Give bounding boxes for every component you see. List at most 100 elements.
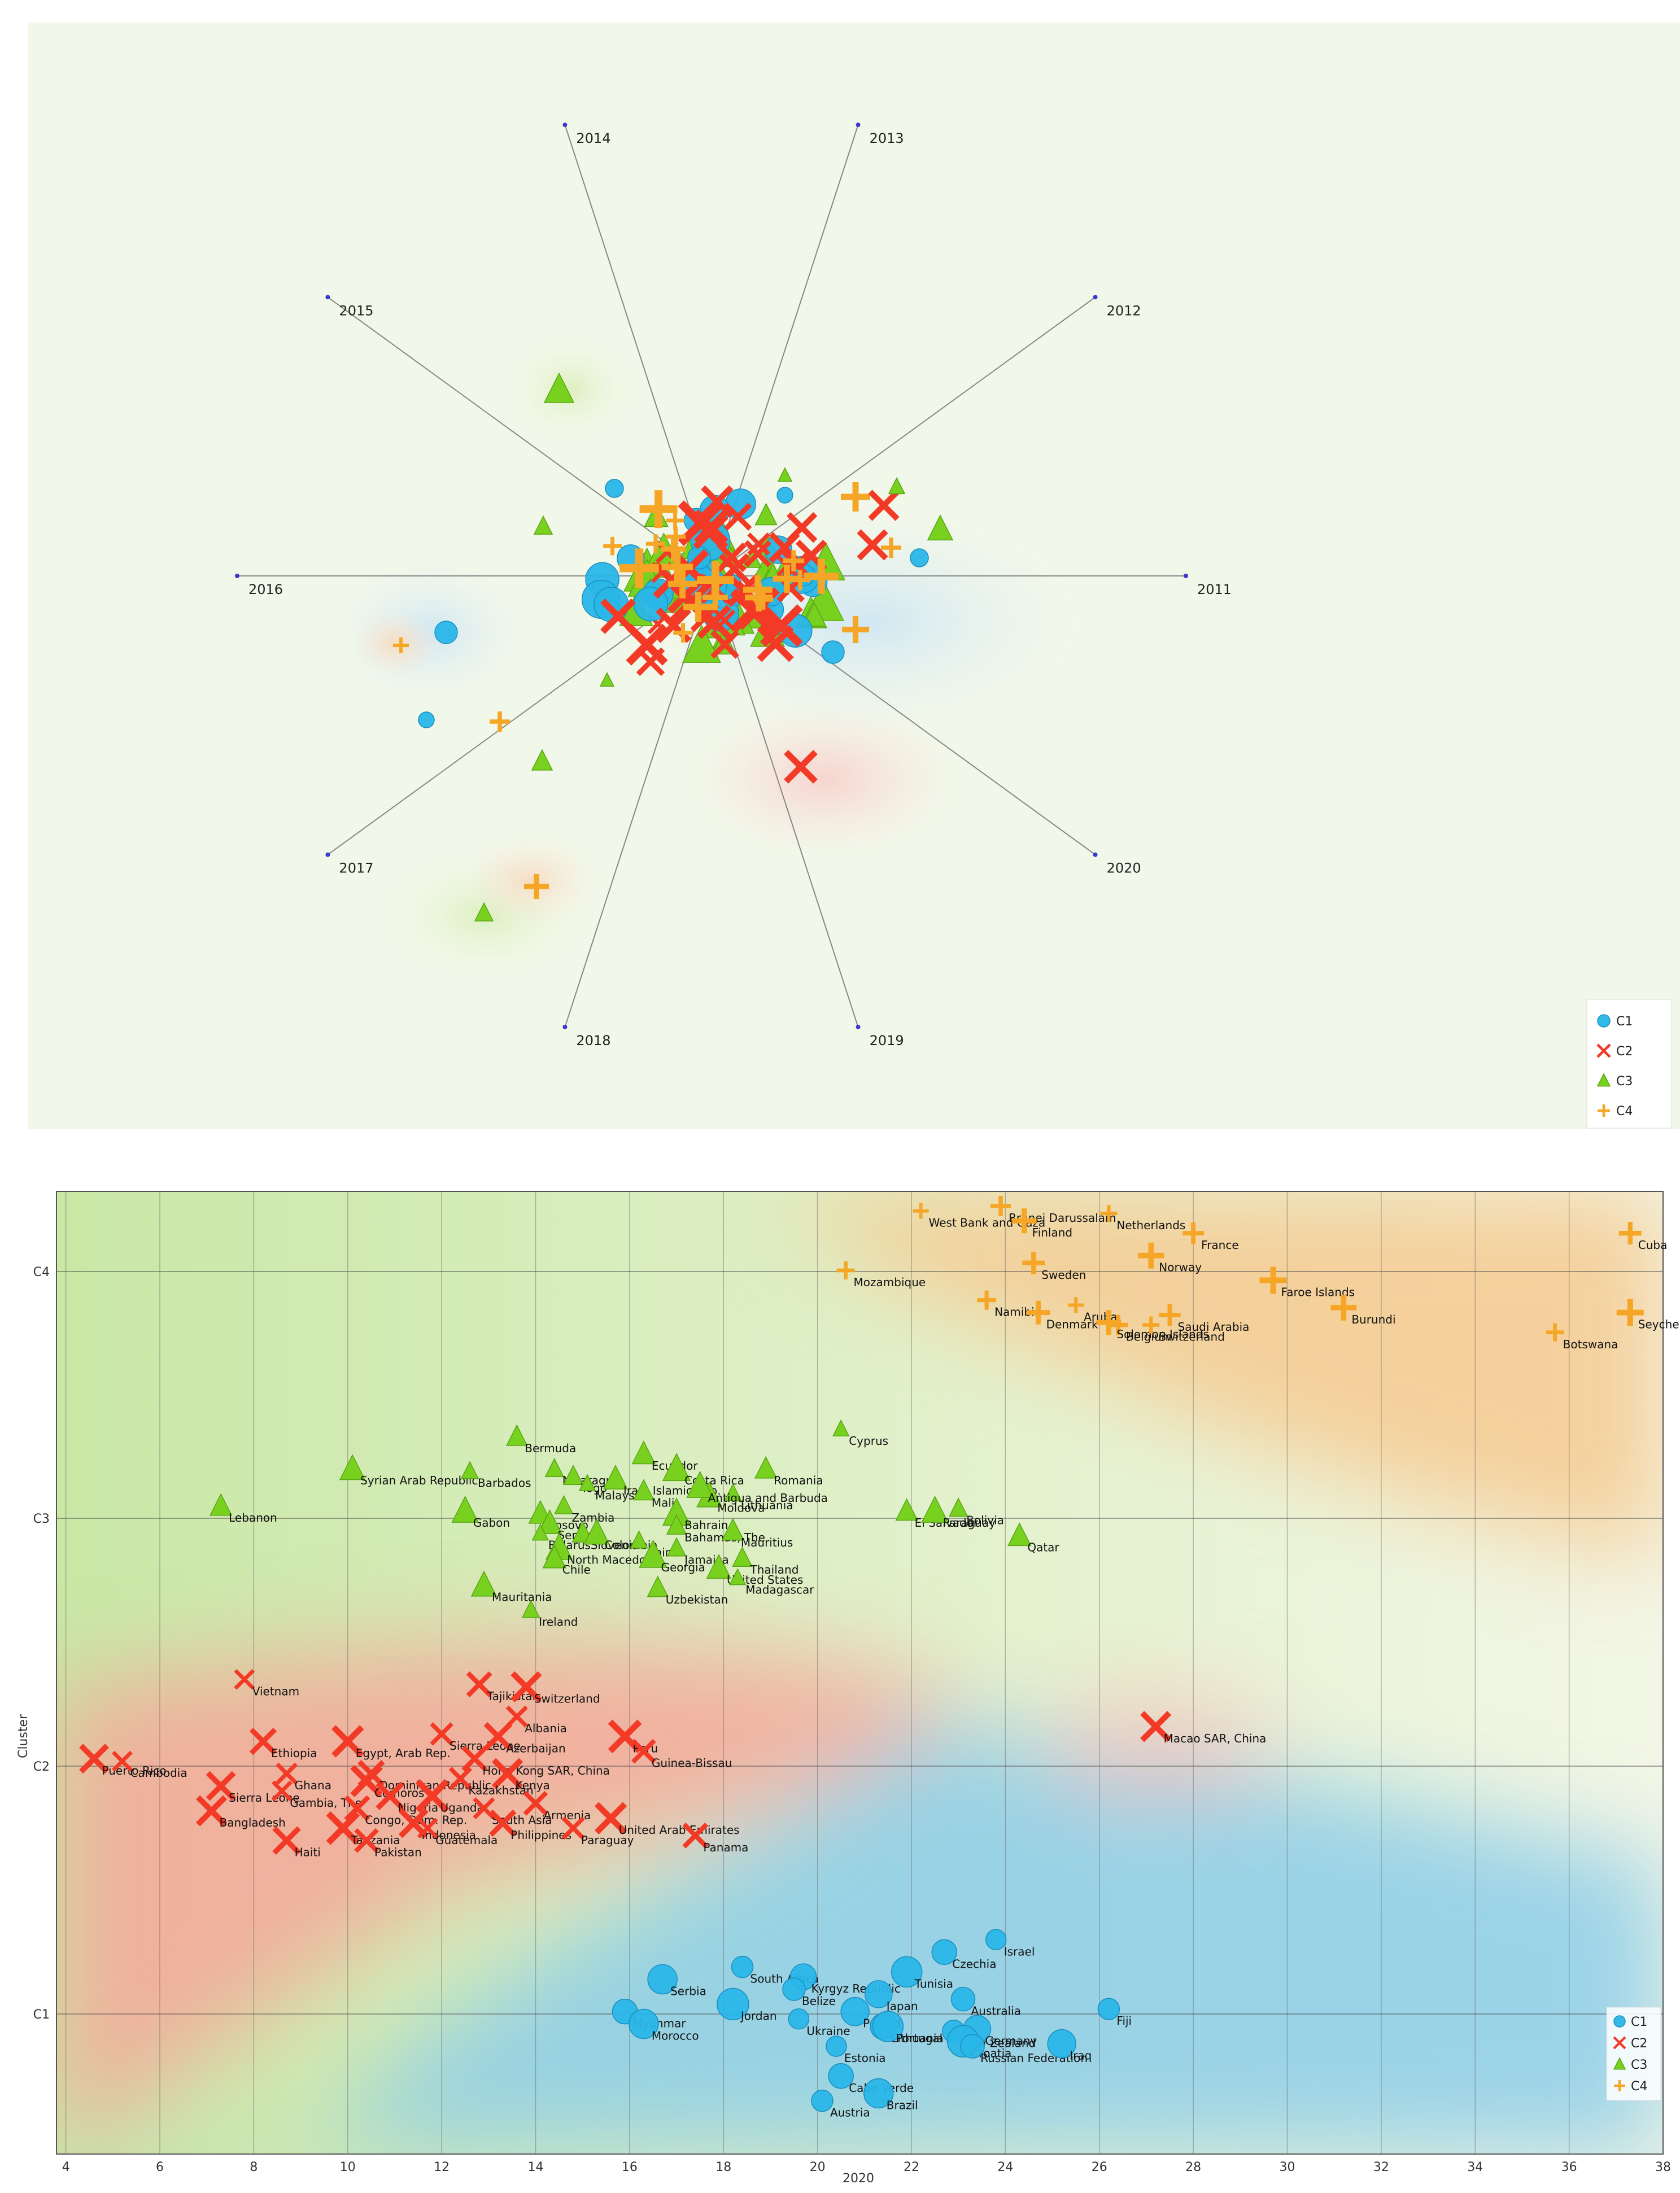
point-c1 — [828, 2063, 854, 2089]
y-tick-label: C3 — [33, 1512, 50, 1526]
x-tick-label: 26 — [1092, 2160, 1107, 2174]
point-c3 — [832, 1419, 850, 1437]
point-c4 — [1100, 1205, 1118, 1222]
legend-marker-c1 — [1613, 2015, 1626, 2028]
point-label: Israel — [1004, 1945, 1035, 1958]
point-c2 — [417, 1818, 438, 1839]
point-label: Egypt, Arab Rep. — [356, 1746, 451, 1760]
radviz-point-c2 — [693, 509, 728, 544]
radviz-point-c3 — [777, 467, 793, 482]
point-c2 — [510, 1671, 542, 1703]
point-label: Lithuania — [741, 1499, 793, 1512]
point-label: Botswana — [1563, 1338, 1618, 1351]
point-label: Pakistan — [374, 1846, 422, 1859]
point-label: Ukraine — [806, 2024, 850, 2038]
anchor-dot-2011 — [1184, 574, 1188, 578]
radviz-point-c1 — [418, 711, 435, 728]
point-c3 — [554, 1495, 574, 1514]
point-c1 — [647, 1964, 678, 1995]
point-c2 — [461, 1745, 488, 1772]
radviz-point-c4 — [661, 551, 693, 583]
point-c2 — [466, 1671, 492, 1698]
point-label: Bolivia — [966, 1513, 1004, 1527]
point-label: Uzbekistan — [666, 1593, 728, 1606]
radviz-point-c4 — [702, 584, 728, 610]
anchor-dot-2017 — [325, 852, 330, 857]
point-c4 — [990, 1195, 1011, 1216]
point-label: Antigua and Barbuda — [708, 1491, 828, 1505]
point-label: Saudi Arabia — [1178, 1320, 1250, 1334]
point-label: Morocco — [652, 2029, 699, 2043]
anchor-label-2013: 2013 — [870, 130, 904, 146]
point-label: Iraq — [1070, 2049, 1092, 2063]
point-label: Portugal — [896, 2032, 942, 2045]
radviz-point-c3 — [682, 624, 721, 663]
point-label: Paraguay — [943, 1516, 996, 1530]
point-c4 — [977, 1290, 997, 1310]
point-c3 — [721, 1518, 745, 1541]
legend-marker-c2 — [1613, 2036, 1626, 2050]
point-label: Finland — [1032, 1226, 1072, 1239]
point-c4 — [1546, 1323, 1564, 1342]
radviz-point-c3 — [531, 749, 553, 771]
point-label: Fiji — [1116, 2014, 1132, 2028]
y-axis-label: Cluster — [16, 1714, 30, 1758]
point-label: Tunisia — [914, 1977, 953, 1990]
point-label: Barbados — [478, 1476, 531, 1490]
point-c2 — [505, 1705, 528, 1728]
radviz-point-c2 — [701, 485, 734, 518]
point-c2 — [489, 1809, 517, 1837]
point-c3 — [732, 1546, 753, 1567]
point-c2 — [249, 1727, 277, 1755]
point-label: Switzerland — [534, 1692, 600, 1706]
point-c2 — [350, 1764, 383, 1798]
point-label: Mali — [652, 1496, 675, 1510]
point-c4 — [913, 1203, 929, 1219]
legend-marker-c3 — [1613, 2057, 1626, 2070]
point-label: Bahrain — [684, 1518, 728, 1532]
point-label: Cyprus — [849, 1434, 888, 1448]
point-c3 — [544, 1457, 565, 1478]
legend-marker-c4 — [1598, 1104, 1610, 1117]
anchor-label-2016: 2016 — [248, 582, 283, 597]
point-c3 — [460, 1461, 479, 1479]
scatter-legend: C1 C2 C3 C4 — [1606, 2007, 1661, 2101]
point-label: Cuba — [1638, 1238, 1668, 1252]
legend-label-c2: C2 — [1616, 1045, 1633, 1059]
point-label: Estonia — [844, 2051, 886, 2065]
radviz-point-c2 — [600, 599, 636, 634]
point-c2 — [376, 1781, 404, 1810]
point-c4 — [1026, 1300, 1050, 1325]
anchor-label-2020: 2020 — [1107, 860, 1141, 876]
radviz-point-c4 — [783, 550, 805, 572]
radviz-point-c2 — [868, 490, 900, 521]
radviz-point-c1 — [594, 587, 629, 622]
point-c3 — [666, 1514, 687, 1535]
point-label: Ireland — [539, 1615, 578, 1628]
point-c3 — [639, 1539, 667, 1568]
point-c2 — [523, 1791, 548, 1816]
legend-marker-c2 — [1596, 1043, 1611, 1058]
radviz-point-c3 — [888, 477, 906, 495]
point-c2 — [561, 1816, 585, 1840]
radviz-point-c2 — [857, 529, 888, 561]
point-c3 — [632, 1479, 655, 1501]
point-label: Romania — [774, 1474, 823, 1487]
point-c3 — [754, 1456, 778, 1479]
radviz-point-c3 — [474, 902, 494, 921]
x-tick-label: 12 — [434, 2160, 450, 2174]
radviz-point-c4 — [881, 538, 901, 558]
point-c4 — [1259, 1266, 1287, 1294]
point-c3 — [339, 1454, 366, 1480]
point-c1 — [865, 1980, 893, 2008]
x-tick-label: 34 — [1467, 2160, 1483, 2174]
point-label: France — [1201, 1238, 1239, 1252]
point-label: Guatemala — [435, 1833, 498, 1847]
point-c2 — [344, 1795, 370, 1821]
point-c3 — [506, 1424, 528, 1446]
point-label: Vietnam — [252, 1684, 299, 1698]
radviz-point-c4 — [490, 711, 510, 732]
legend-label-c4: C4 — [1631, 2080, 1647, 2094]
anchor-label-2011: 2011 — [1197, 582, 1232, 597]
point-c4 — [836, 1261, 855, 1279]
